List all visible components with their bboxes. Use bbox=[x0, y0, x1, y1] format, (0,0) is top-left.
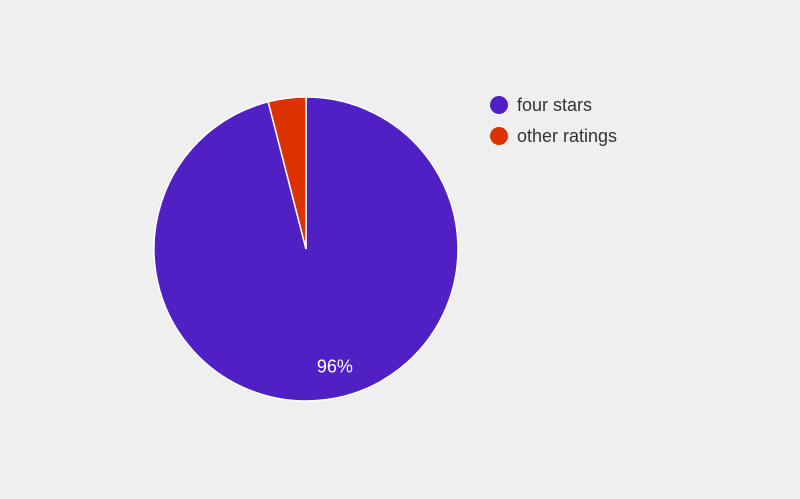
pie-slice-other-ratings[interactable] bbox=[267, 96, 307, 250]
legend: four stars other ratings bbox=[490, 95, 617, 146]
pie-slice-labels: 96% bbox=[317, 357, 353, 377]
legend-label: other ratings bbox=[517, 126, 617, 146]
legend-swatch bbox=[490, 127, 508, 145]
legend-label: four stars bbox=[517, 95, 592, 115]
legend-item-four-stars[interactable]: four stars bbox=[490, 95, 592, 115]
pie-slices bbox=[153, 96, 459, 402]
legend-swatch bbox=[490, 96, 508, 114]
legend-item-other-ratings[interactable]: other ratings bbox=[490, 126, 617, 146]
slice-label-four-stars: 96% bbox=[317, 357, 353, 377]
